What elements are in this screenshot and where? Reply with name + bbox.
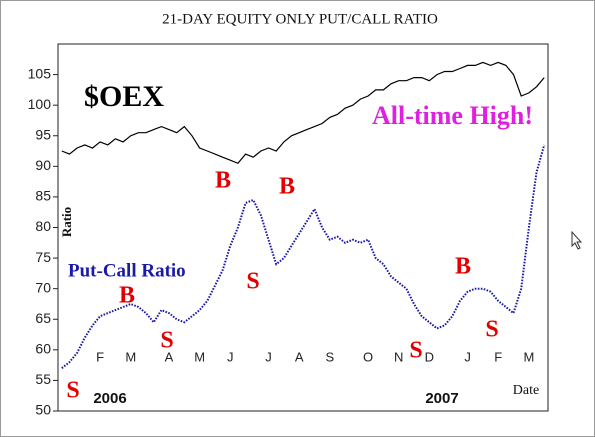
- annotation: S: [66, 378, 79, 404]
- x-tick-label: N: [394, 349, 403, 364]
- series-label: $OEX: [84, 80, 164, 113]
- x-tick-label: O: [363, 349, 373, 364]
- x-axis-label: Date: [513, 383, 539, 398]
- y-tick-label: 70: [35, 279, 51, 295]
- annotation: S: [409, 338, 422, 364]
- x-tick-label: M: [125, 349, 136, 364]
- x-tick-label: F: [494, 349, 502, 364]
- chart-title: 21-DAY EQUITY ONLY PUT/CALL RATIO: [162, 11, 438, 27]
- annotation: B: [279, 174, 295, 200]
- annotation: B: [119, 283, 135, 309]
- annotation: S: [485, 317, 498, 343]
- x-tick-label: F: [96, 349, 104, 364]
- x-tick-label: A: [165, 349, 174, 364]
- x-tick-label: J: [464, 349, 471, 364]
- x-tick-label: D: [425, 349, 434, 364]
- y-tick-label: 90: [35, 157, 51, 173]
- y-tick-label: 105: [28, 65, 52, 81]
- y-tick-label: 55: [35, 371, 51, 387]
- x-tick-label: J: [265, 349, 272, 364]
- annotation: B: [215, 168, 231, 194]
- y-tick-label: 50: [35, 402, 51, 418]
- series-label: Put-Call Ratio: [68, 260, 186, 281]
- y-tick-label: 60: [35, 341, 51, 357]
- annotation: B: [455, 254, 471, 280]
- x-tick-label: J: [227, 349, 234, 364]
- y-tick-label: 75: [35, 249, 51, 265]
- y-tick-label: 65: [35, 310, 51, 326]
- y-tick-label: 85: [35, 188, 51, 204]
- x-tick-label: A: [295, 349, 304, 364]
- annotation: All-time High!: [372, 101, 533, 130]
- x-tick-label: S: [325, 349, 334, 364]
- y-tick-label: 100: [28, 96, 52, 112]
- y-axis-label: Ratio: [59, 207, 74, 237]
- x-tick-label: M: [194, 349, 205, 364]
- series-line: [61, 61, 545, 165]
- year-label: 2007: [425, 390, 458, 407]
- year-label: 2006: [93, 390, 126, 407]
- x-tick-label: M: [523, 349, 534, 364]
- y-tick-label: 80: [35, 218, 51, 234]
- series-line: [61, 144, 546, 369]
- annotation: S: [160, 328, 173, 354]
- mouse-cursor: [571, 230, 583, 250]
- y-tick-label: 95: [35, 126, 51, 142]
- annotation: S: [246, 269, 259, 295]
